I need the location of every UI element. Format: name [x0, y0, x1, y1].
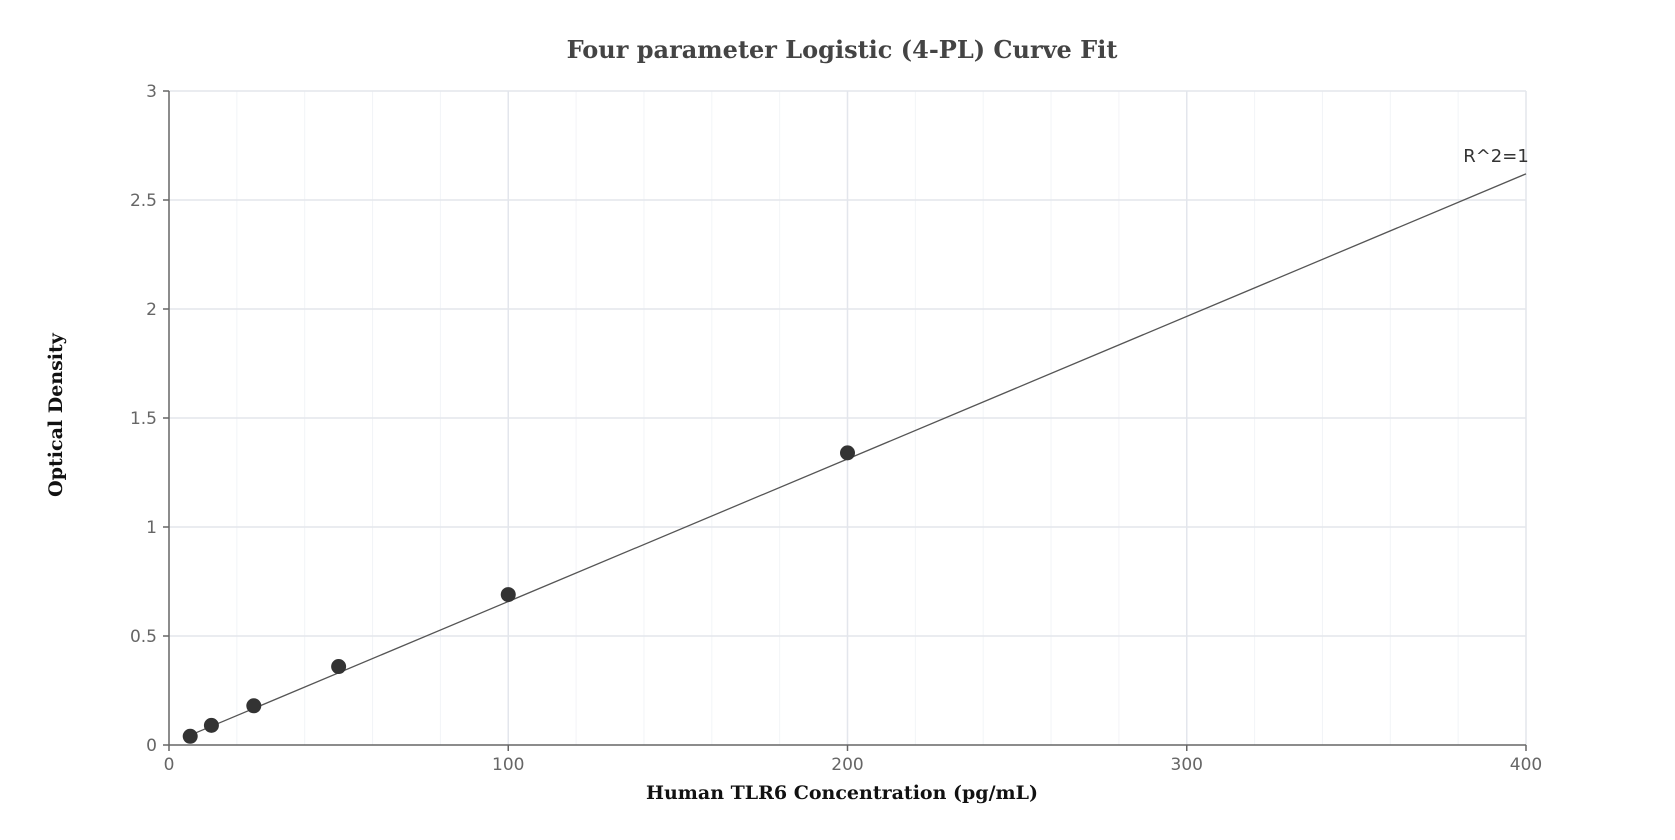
- y-tick-label: 3: [146, 82, 157, 102]
- annotations: R^2=1: [1463, 146, 1529, 167]
- y-tick-label: 2.5: [130, 191, 157, 211]
- fit-line: [189, 173, 1527, 736]
- y-tick-label: 1.5: [130, 409, 157, 429]
- y-axis-title: Optical Density: [45, 332, 67, 497]
- series: [182, 173, 1527, 744]
- x-tick-label: 0: [164, 755, 175, 775]
- data-point: [182, 728, 198, 744]
- data-point: [246, 698, 262, 714]
- data-point: [331, 659, 347, 675]
- grid: [169, 90, 1527, 745]
- ticks: 0 100 200 300 400 0 0.5 1 1.5 2 2.5 3: [130, 82, 1542, 775]
- chart-title: Four parameter Logistic (4-PL) Curve Fit: [567, 35, 1118, 64]
- y-tick-label: 0: [146, 736, 157, 756]
- data-point: [500, 587, 516, 603]
- x-tick-label: 400: [1510, 755, 1542, 775]
- y-tick-label: 0.5: [130, 627, 157, 647]
- x-tick-label: 100: [492, 755, 524, 775]
- x-axis-title: Human TLR6 Concentration (pg/mL): [646, 782, 1038, 804]
- y-tick-label: 1: [146, 518, 157, 538]
- y-tick-label: 2: [146, 300, 157, 320]
- data-point: [840, 445, 855, 461]
- x-tick-label: 200: [831, 755, 863, 775]
- x-tick-label: 300: [1171, 755, 1203, 775]
- r-squared-annotation: R^2=1: [1463, 146, 1529, 167]
- data-point: [203, 717, 219, 733]
